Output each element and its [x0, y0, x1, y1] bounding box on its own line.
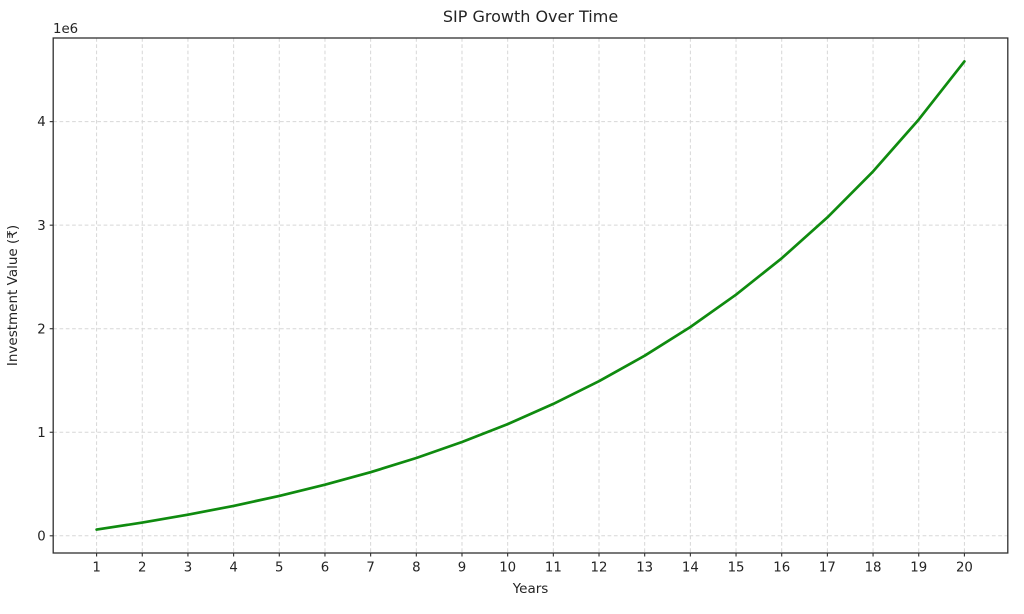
- x-tick-label: 13: [636, 561, 653, 576]
- x-tick-label: 18: [865, 561, 882, 576]
- y-tick-label: 2: [37, 322, 45, 337]
- y-tick-label: 3: [37, 219, 45, 234]
- x-axis-label: Years: [512, 581, 549, 597]
- x-tick-label: 7: [366, 561, 374, 576]
- x-tick-label: 17: [819, 561, 836, 576]
- x-tick-label: 2: [138, 561, 146, 576]
- x-tick-label: 15: [728, 561, 745, 576]
- y-axis-offset-label: 1e6: [53, 22, 78, 37]
- x-tick-label: 11: [545, 561, 562, 576]
- chart-title: SIP Growth Over Time: [443, 7, 618, 26]
- x-tick-label: 9: [458, 561, 466, 576]
- y-tick-label: 0: [37, 529, 45, 544]
- x-tick-label: 12: [591, 561, 608, 576]
- y-tick-label: 1: [37, 426, 45, 441]
- x-tick-label: 5: [275, 561, 283, 576]
- x-tick-label: 8: [412, 561, 420, 576]
- x-tick-label: 14: [682, 561, 699, 576]
- x-tick-label: 10: [499, 561, 516, 576]
- x-tick-label: 19: [910, 561, 927, 576]
- y-tick-label: 4: [37, 115, 45, 130]
- x-tick-label: 16: [773, 561, 790, 576]
- x-tick-label: 3: [184, 561, 192, 576]
- x-tick-label: 1: [92, 561, 100, 576]
- x-tick-label: 4: [229, 561, 237, 576]
- plot-border: [52, 37, 1009, 554]
- y-axis-label: Investment Value (₹): [5, 225, 21, 366]
- x-tick-label: 20: [956, 561, 973, 576]
- sip-growth-line: [95, 60, 966, 531]
- x-tick-label: 6: [321, 561, 329, 576]
